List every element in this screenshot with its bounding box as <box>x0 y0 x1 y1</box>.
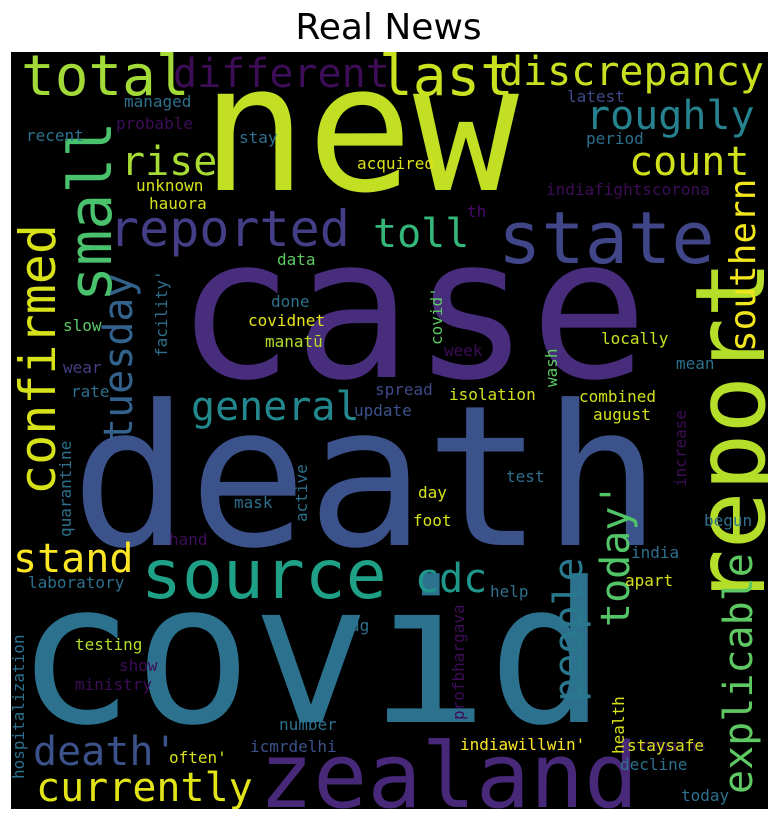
word-done: done <box>271 292 310 311</box>
word-period: period <box>586 129 644 148</box>
word-last: last <box>379 52 514 109</box>
word-new: new <box>201 52 519 232</box>
word-mean: mean <box>676 354 715 373</box>
word-latest: latest <box>567 87 625 106</box>
word-hauora: hauora <box>149 194 207 213</box>
word-icmrdelhi: icmrdelhi <box>250 737 337 756</box>
word-probable: probable <box>116 114 194 133</box>
word-staysafe: staysafe <box>627 736 705 755</box>
word-increase: increase <box>671 409 690 487</box>
word-covid-q: covid' <box>427 287 446 345</box>
word-number: number <box>279 715 337 734</box>
word-help: help <box>490 582 529 601</box>
word-state: state <box>498 196 715 280</box>
word-india: india <box>631 543 680 562</box>
word-recent: recent <box>26 126 84 145</box>
word-unknown: unknown <box>136 176 204 195</box>
word-stand: stand <box>13 536 134 582</box>
word-stay: stay <box>239 128 278 147</box>
word-acquired: acquired <box>357 154 435 173</box>
word-covid: covid <box>16 541 607 769</box>
word-toll: toll <box>373 211 470 257</box>
word-manatu: manatū <box>265 332 323 351</box>
word-today: today <box>681 786 730 805</box>
word-cdc: cdc <box>415 556 488 602</box>
word-managed: managed <box>124 92 192 111</box>
word-foot: foot <box>413 511 452 530</box>
word-source: source <box>141 536 387 615</box>
word-remains: remains <box>639 736 707 755</box>
word-dg: dg <box>350 616 370 635</box>
word-wash: wash <box>542 348 561 387</box>
word-general: general <box>191 384 360 430</box>
word-laboratory: laboratory <box>28 573 125 592</box>
word-data: data <box>277 250 316 269</box>
word-update: update <box>354 401 412 420</box>
word-death-q: death' <box>33 729 178 775</box>
word-testing: testing <box>75 635 143 654</box>
word-isolation: isolation <box>449 385 536 404</box>
word-indiawillwin: indiawillwin' <box>460 735 586 754</box>
word-august: august <box>593 405 651 424</box>
word-reported: reported <box>109 200 350 258</box>
word-case: case <box>176 196 649 424</box>
word-show: show <box>119 656 158 675</box>
word-facility: facility' <box>152 270 171 357</box>
word-cloud: new case death covid zealand report state sourc… <box>11 52 768 809</box>
word-indiafightscorona: indiafightscorona <box>546 180 710 199</box>
chart-title: Real News <box>295 7 482 48</box>
word-hospitalization: hospitalization <box>11 634 28 780</box>
word-day: day <box>418 483 447 502</box>
word-hand: hand <box>169 530 208 549</box>
word-tuesday: tuesday <box>96 273 142 442</box>
word-profbhargava: profbhargava <box>449 604 468 720</box>
word-total: total <box>21 52 190 109</box>
word-slow: slow <box>63 316 102 335</box>
word-different: different <box>173 52 390 97</box>
word-ministry: ministry <box>75 675 153 694</box>
word-explicable: explicable <box>716 553 762 794</box>
word-often: often' <box>169 748 227 767</box>
word-health: health <box>609 696 628 754</box>
word-rise: rise <box>121 139 218 185</box>
word-active: active <box>292 464 311 522</box>
word-week: week <box>444 341 483 360</box>
word-discrepancy: discrepancy <box>499 52 764 95</box>
word-decline: decline <box>620 755 688 774</box>
word-today-q: today' <box>593 482 639 628</box>
word-test: test <box>506 467 545 486</box>
word-apart: apart <box>625 571 674 590</box>
word-southern: southern <box>723 178 764 352</box>
word-zealand: zealand <box>259 724 639 810</box>
word-wear: wear <box>63 358 102 377</box>
word-spread: spread <box>375 380 433 399</box>
word-death: death <box>71 364 662 592</box>
word-quarantine: quarantine <box>56 440 75 537</box>
word-rate: rate <box>71 382 110 401</box>
word-mask: mask <box>234 493 273 512</box>
word-covidnet: covidnet <box>248 311 326 330</box>
word-begun: begun <box>704 511 753 530</box>
word-count: count <box>629 139 750 185</box>
word-currently: currently <box>36 765 253 809</box>
word-roughly: roughly <box>586 93 755 139</box>
word-people: people <box>546 557 592 703</box>
word-combined: combined <box>579 387 657 406</box>
word-th: th <box>467 202 487 221</box>
word-locally: locally <box>601 329 669 348</box>
